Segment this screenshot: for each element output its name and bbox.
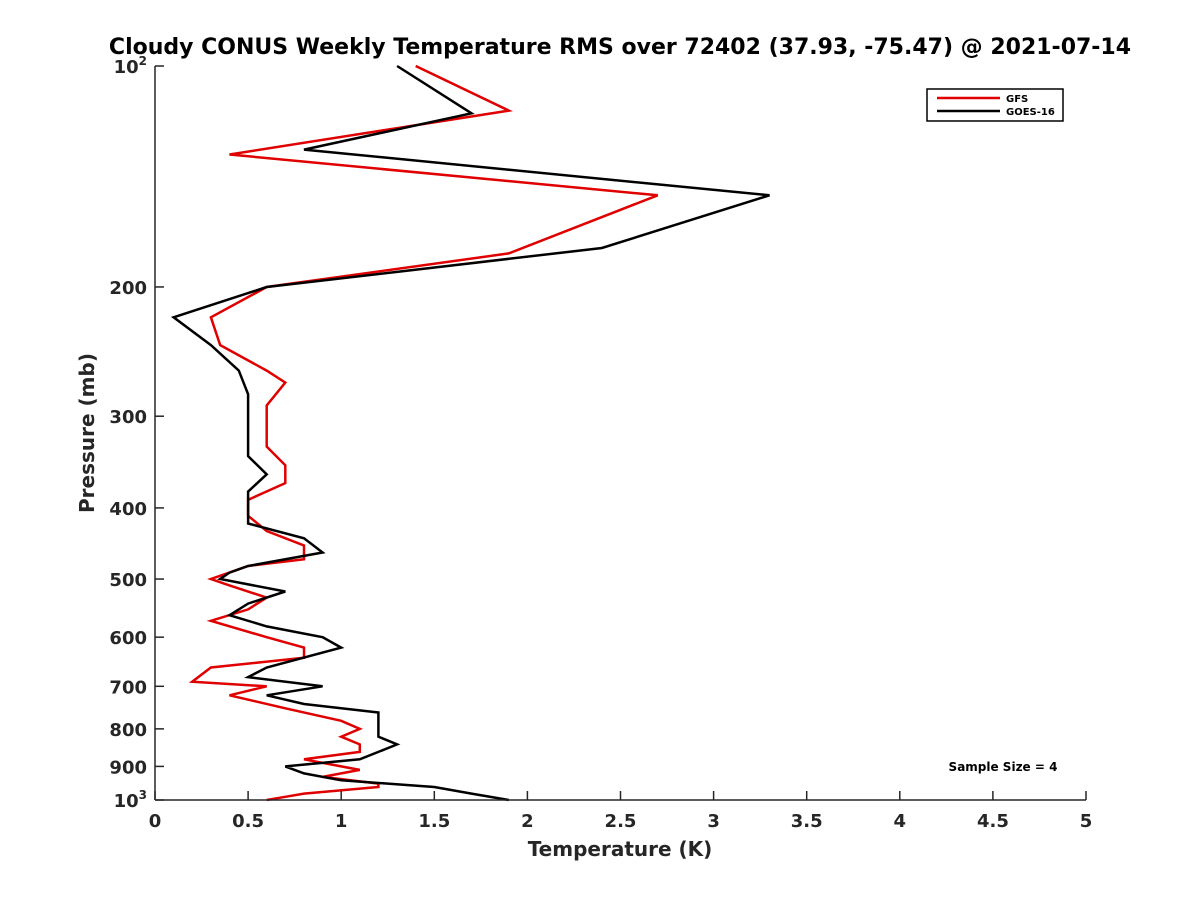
legend-label-gfs: GFS	[1006, 94, 1028, 105]
x-ticks: 0 0.5 1 1.5 2 2.5 3 3.5 4 4.5 5	[149, 791, 1093, 832]
y-tick-label: 300	[109, 407, 147, 428]
x-tick-label: 3.5	[791, 811, 823, 832]
x-tick-label: 2.5	[605, 811, 637, 832]
y-tick-label: 700	[109, 677, 147, 698]
x-tick-label: 0	[149, 811, 162, 832]
legend-box	[926, 88, 1064, 122]
series-group	[170, 64, 770, 802]
x-tick-label: 4.5	[977, 811, 1009, 832]
y-ticks: 102 200 300 400 500 600 700 800 900 103	[109, 54, 164, 812]
x-tick-label: 1	[335, 811, 348, 832]
y-tick-label: 103	[114, 788, 147, 812]
y-tick-label: 102	[114, 54, 147, 78]
x-tick-label: 2	[521, 811, 534, 832]
legend-label-goes-16: GOES-16	[1006, 107, 1055, 118]
sample-size-annotation: Sample Size = 4	[949, 760, 1058, 774]
x-axis-label: Temperature (K)	[528, 837, 713, 861]
x-tick-label: 5	[1080, 811, 1093, 832]
y-tick-label: 900	[109, 757, 147, 778]
chart-title: Cloudy CONUS Weekly Temperature RMS over…	[109, 35, 1131, 60]
series-line-gfs	[188, 64, 659, 802]
y-tick-label: 600	[109, 628, 147, 649]
y-axis-label: Pressure (mb)	[75, 353, 99, 513]
y-tick-label: 500	[109, 570, 147, 591]
y-tick-label: 200	[109, 278, 147, 299]
x-tick-label: 0.5	[232, 811, 264, 832]
x-tick-label: 4	[894, 811, 907, 832]
y-tick-label: 400	[109, 499, 147, 520]
y-tick-label: 800	[109, 720, 147, 741]
series-line-goes-16	[170, 64, 770, 802]
x-tick-label: 3	[707, 811, 720, 832]
x-tick-label: 1.5	[418, 811, 450, 832]
legend: GFS GOES-16	[926, 88, 1064, 122]
